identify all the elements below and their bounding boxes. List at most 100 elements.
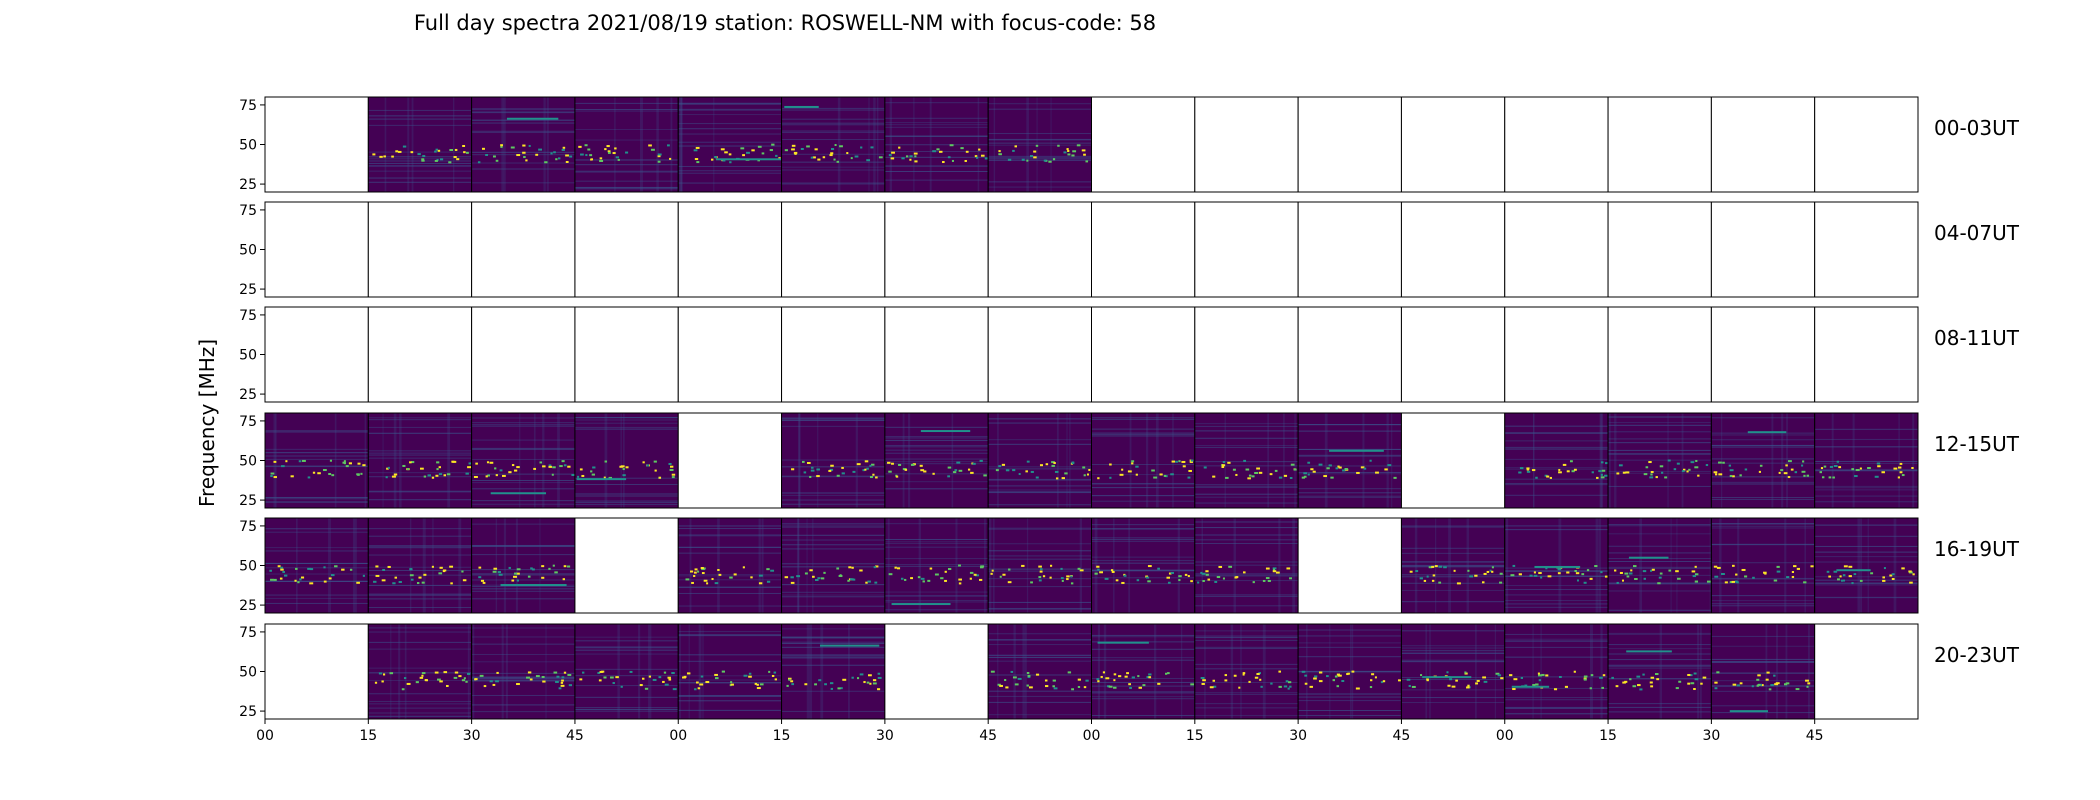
signal-speck	[1408, 684, 1411, 687]
signal-speck	[1648, 461, 1652, 464]
panel-background	[988, 624, 1092, 719]
noise-line	[1194, 521, 1299, 523]
signal-speck	[406, 468, 410, 471]
noise-streak	[545, 624, 547, 719]
noise-streak	[411, 97, 414, 192]
noise-streak	[1448, 518, 1451, 613]
noise-line	[988, 157, 1092, 159]
signal-speck	[718, 573, 722, 576]
signal-speck	[1118, 675, 1122, 678]
signal-speck	[467, 466, 472, 469]
noise-streak	[649, 624, 652, 719]
signal-speck	[954, 469, 958, 472]
noise-line	[988, 422, 1092, 424]
noise-line	[1194, 646, 1299, 648]
signal-speck	[840, 687, 843, 690]
signal-speck	[706, 582, 709, 585]
noise-streak	[1113, 518, 1115, 613]
noise-line	[574, 649, 679, 651]
signal-speck	[1082, 466, 1086, 469]
noise-streak	[495, 518, 498, 613]
noise-line	[884, 538, 989, 540]
noise-line	[988, 639, 1092, 641]
noise-line	[1298, 465, 1402, 467]
signal-speck	[431, 565, 434, 568]
signal-speck	[947, 466, 952, 469]
signal-speck	[964, 159, 967, 162]
noise-line	[781, 182, 885, 184]
noise-line	[1814, 487, 1918, 489]
signal-speck	[1096, 678, 1100, 681]
signal-line	[920, 430, 971, 433]
signal-speck	[1232, 468, 1236, 471]
signal-speck	[742, 154, 745, 157]
signal-speck	[973, 573, 977, 576]
noise-streak	[887, 518, 890, 613]
signal-speck	[1453, 569, 1456, 572]
signal-speck	[1178, 575, 1182, 578]
noise-line	[988, 569, 1092, 571]
noise-streak	[458, 518, 462, 613]
noise-line	[1504, 646, 1609, 648]
noise-line	[678, 682, 782, 684]
panel-background	[265, 97, 369, 192]
signal-speck	[998, 465, 1002, 468]
signal-speck	[1235, 576, 1239, 579]
signal-speck	[978, 148, 981, 151]
signal-speck	[323, 566, 326, 569]
signal-speck	[1334, 675, 1338, 678]
noise-line	[1608, 533, 1712, 535]
signal-speck	[411, 461, 415, 464]
signal-speck	[1526, 468, 1530, 471]
signal-speck	[668, 462, 672, 465]
signal-speck	[379, 155, 383, 158]
signal-speck	[1637, 684, 1641, 687]
signal-speck	[527, 575, 531, 578]
signal-speck	[1012, 149, 1015, 152]
signal-speck	[854, 155, 859, 158]
signal-speck	[642, 677, 645, 680]
panel-background	[884, 413, 989, 508]
signal-speck	[733, 573, 737, 576]
noise-line	[1504, 706, 1609, 708]
signal-speck	[888, 573, 893, 576]
signal-speck	[1691, 570, 1696, 573]
signal-speck	[1757, 674, 1761, 677]
noise-line	[678, 535, 782, 537]
signal-speck	[862, 469, 865, 472]
noise-line	[265, 496, 369, 498]
signal-speck	[990, 572, 993, 575]
signal-speck	[323, 580, 327, 583]
noise-line	[1401, 702, 1505, 704]
signal-speck	[406, 682, 411, 685]
noise-line	[988, 586, 1092, 588]
signal-speck	[790, 581, 795, 584]
signal-speck	[1165, 672, 1168, 675]
signal-speck	[603, 476, 606, 479]
panel-background	[884, 624, 989, 719]
signal-speck	[493, 567, 498, 570]
signal-speck	[604, 148, 607, 151]
signal-speck	[1307, 461, 1311, 464]
signal-speck	[1519, 467, 1524, 470]
signal-speck	[513, 575, 517, 578]
noise-line	[988, 568, 1092, 570]
spectrum-panel	[884, 412, 991, 509]
panel-background	[1814, 413, 1918, 508]
signal-speck	[477, 161, 481, 164]
empty-panel	[574, 201, 679, 298]
signal-speck	[1167, 672, 1170, 675]
signal-speck	[544, 161, 548, 164]
noise-line	[1504, 633, 1609, 635]
y-tick-label: 75	[239, 625, 257, 641]
noise-line	[471, 676, 575, 678]
noise-line	[678, 682, 782, 684]
signal-speck	[748, 672, 752, 675]
signal-speck	[1201, 572, 1206, 575]
noise-line	[265, 455, 369, 457]
signal-speck	[317, 472, 321, 475]
empty-panel	[1607, 306, 1712, 403]
noise-line	[1504, 458, 1609, 460]
noise-streak	[447, 413, 451, 508]
signal-speck	[929, 567, 933, 570]
